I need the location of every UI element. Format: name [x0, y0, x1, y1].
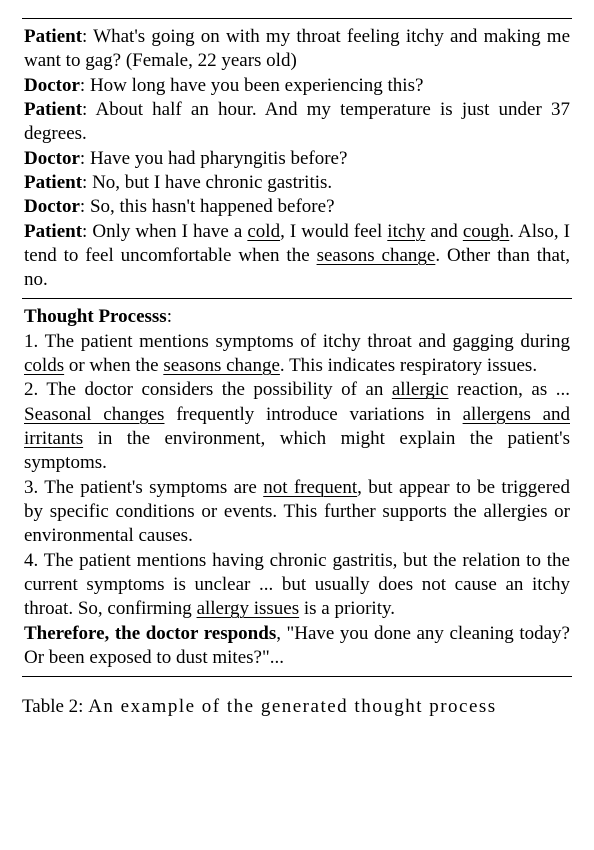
thought-item: 2. The doctor considers the possibility …: [24, 378, 570, 475]
thought-block: Thought Processs:1. The patient mentions…: [22, 305, 572, 670]
dialogue-turn: Doctor: Have you had pharyngitis before?: [24, 147, 570, 171]
speaker-label: Doctor: [24, 196, 80, 217]
thought-item: 4. The patient mentions having chronic g…: [24, 549, 570, 622]
top-rule: [22, 18, 572, 19]
underlined-text: not frequent: [263, 477, 357, 498]
speaker-label: Patient: [24, 221, 82, 242]
dialogue-turn: Patient: Only when I have a cold, I woul…: [24, 220, 570, 293]
dialogue-turn: Patient: What's going on with my throat …: [24, 25, 570, 74]
speaker-label: Patient: [24, 26, 82, 47]
underlined-text: cold: [247, 221, 280, 242]
underlined-text: itchy: [387, 221, 425, 242]
underlined-text: cough: [463, 221, 509, 242]
dialogue-turn: Patient: No, but I have chronic gastriti…: [24, 171, 570, 195]
table-caption: Table 2: An example of the generated tho…: [22, 695, 572, 719]
underlined-text: colds: [24, 355, 64, 376]
dialogue-turn: Doctor: So, this hasn't happened before?: [24, 195, 570, 219]
speaker-label: Doctor: [24, 75, 80, 96]
thought-conclusion: Therefore, the doctor responds, "Have yo…: [24, 622, 570, 671]
thought-item: 3. The patient's symptoms are not freque…: [24, 476, 570, 549]
thought-heading: Thought Processs:: [24, 305, 570, 329]
speaker-label: Doctor: [24, 148, 80, 169]
dialogue-block: Patient: What's going on with my throat …: [22, 25, 572, 292]
underlined-text: allergic: [392, 379, 449, 400]
dialogue-turn: Doctor: How long have you been experienc…: [24, 74, 570, 98]
speaker-label: Patient: [24, 99, 82, 120]
underlined-text: seasons change: [163, 355, 280, 376]
underlined-text: Seasonal changes: [24, 404, 164, 425]
speaker-label: Patient: [24, 172, 82, 193]
mid-rule: [22, 298, 572, 299]
thought-item: 1. The patient mentions symptoms of itch…: [24, 330, 570, 379]
underlined-text: allergy issues: [197, 598, 300, 619]
caption-lead: Table 2:: [22, 696, 88, 717]
figure-container: Patient: What's going on with my throat …: [0, 0, 594, 737]
bottom-rule: [22, 676, 572, 677]
underlined-text: seasons change: [317, 245, 436, 266]
caption-rest: An example of the generated thought proc…: [88, 696, 497, 717]
dialogue-turn: Patient: About half an hour. And my temp…: [24, 98, 570, 147]
